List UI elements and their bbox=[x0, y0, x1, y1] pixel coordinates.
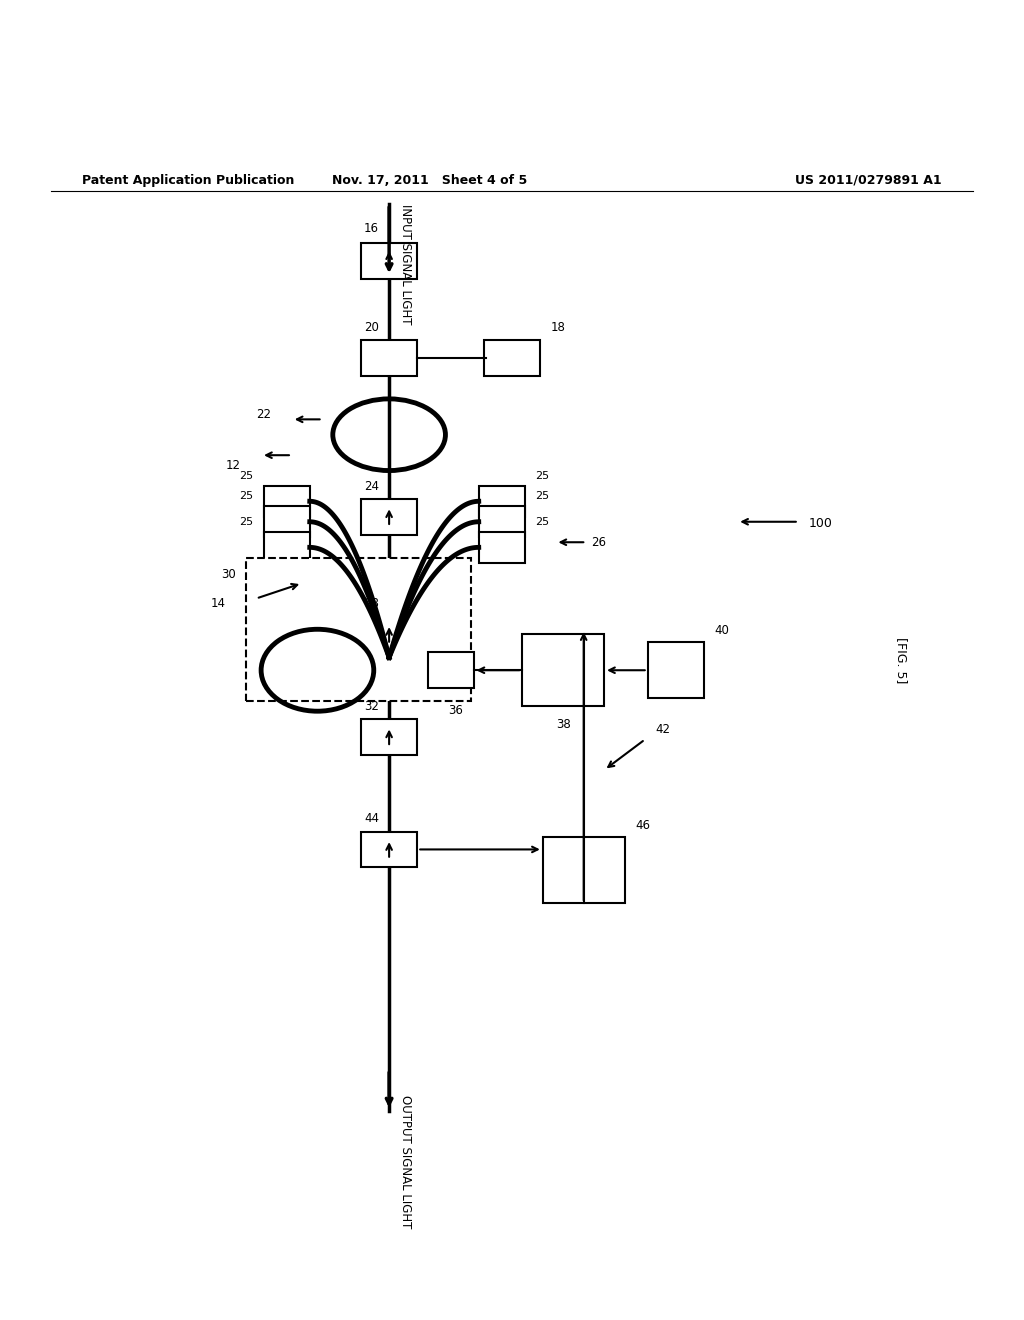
FancyBboxPatch shape bbox=[648, 642, 705, 698]
Text: 24: 24 bbox=[364, 479, 379, 492]
FancyBboxPatch shape bbox=[483, 341, 541, 376]
FancyBboxPatch shape bbox=[246, 557, 471, 701]
Text: OUTPUT SIGNAL LIGHT: OUTPUT SIGNAL LIGHT bbox=[399, 1096, 413, 1229]
FancyBboxPatch shape bbox=[264, 507, 309, 537]
Text: 30: 30 bbox=[221, 568, 236, 581]
FancyBboxPatch shape bbox=[264, 486, 309, 516]
Text: 32: 32 bbox=[364, 700, 379, 713]
FancyBboxPatch shape bbox=[478, 486, 524, 516]
Text: 25: 25 bbox=[535, 517, 549, 527]
FancyBboxPatch shape bbox=[360, 719, 418, 755]
Text: 14: 14 bbox=[210, 597, 225, 610]
FancyBboxPatch shape bbox=[360, 616, 418, 652]
Text: [FIG. 5]: [FIG. 5] bbox=[895, 636, 907, 684]
Text: 38: 38 bbox=[556, 718, 570, 731]
Text: 44: 44 bbox=[364, 812, 379, 825]
Text: 25: 25 bbox=[240, 471, 254, 480]
Text: Nov. 17, 2011   Sheet 4 of 5: Nov. 17, 2011 Sheet 4 of 5 bbox=[333, 174, 527, 186]
FancyBboxPatch shape bbox=[264, 532, 309, 562]
Text: 42: 42 bbox=[655, 722, 671, 735]
FancyBboxPatch shape bbox=[360, 499, 418, 535]
FancyBboxPatch shape bbox=[478, 507, 524, 537]
Text: 25: 25 bbox=[535, 491, 549, 502]
Text: 25: 25 bbox=[535, 471, 549, 480]
Text: 100: 100 bbox=[809, 517, 833, 531]
Text: 22: 22 bbox=[256, 408, 271, 421]
Text: 28: 28 bbox=[364, 598, 379, 610]
Text: Patent Application Publication: Patent Application Publication bbox=[82, 174, 294, 186]
Text: INPUT SIGNAL LIGHT: INPUT SIGNAL LIGHT bbox=[399, 205, 413, 325]
FancyBboxPatch shape bbox=[522, 635, 604, 706]
Text: 40: 40 bbox=[715, 624, 729, 638]
Text: 16: 16 bbox=[364, 222, 379, 235]
FancyBboxPatch shape bbox=[543, 837, 625, 903]
FancyBboxPatch shape bbox=[360, 341, 418, 376]
Text: 12: 12 bbox=[225, 459, 241, 473]
Text: 46: 46 bbox=[635, 818, 650, 832]
FancyBboxPatch shape bbox=[478, 532, 524, 562]
Text: 20: 20 bbox=[364, 321, 379, 334]
FancyBboxPatch shape bbox=[428, 652, 473, 688]
FancyBboxPatch shape bbox=[360, 243, 418, 279]
FancyBboxPatch shape bbox=[360, 832, 418, 867]
Text: US 2011/0279891 A1: US 2011/0279891 A1 bbox=[796, 174, 942, 186]
Text: 25: 25 bbox=[240, 517, 254, 527]
Text: 26: 26 bbox=[591, 536, 606, 549]
Text: 36: 36 bbox=[449, 704, 463, 717]
Text: 25: 25 bbox=[240, 491, 254, 502]
Text: 18: 18 bbox=[551, 321, 565, 334]
